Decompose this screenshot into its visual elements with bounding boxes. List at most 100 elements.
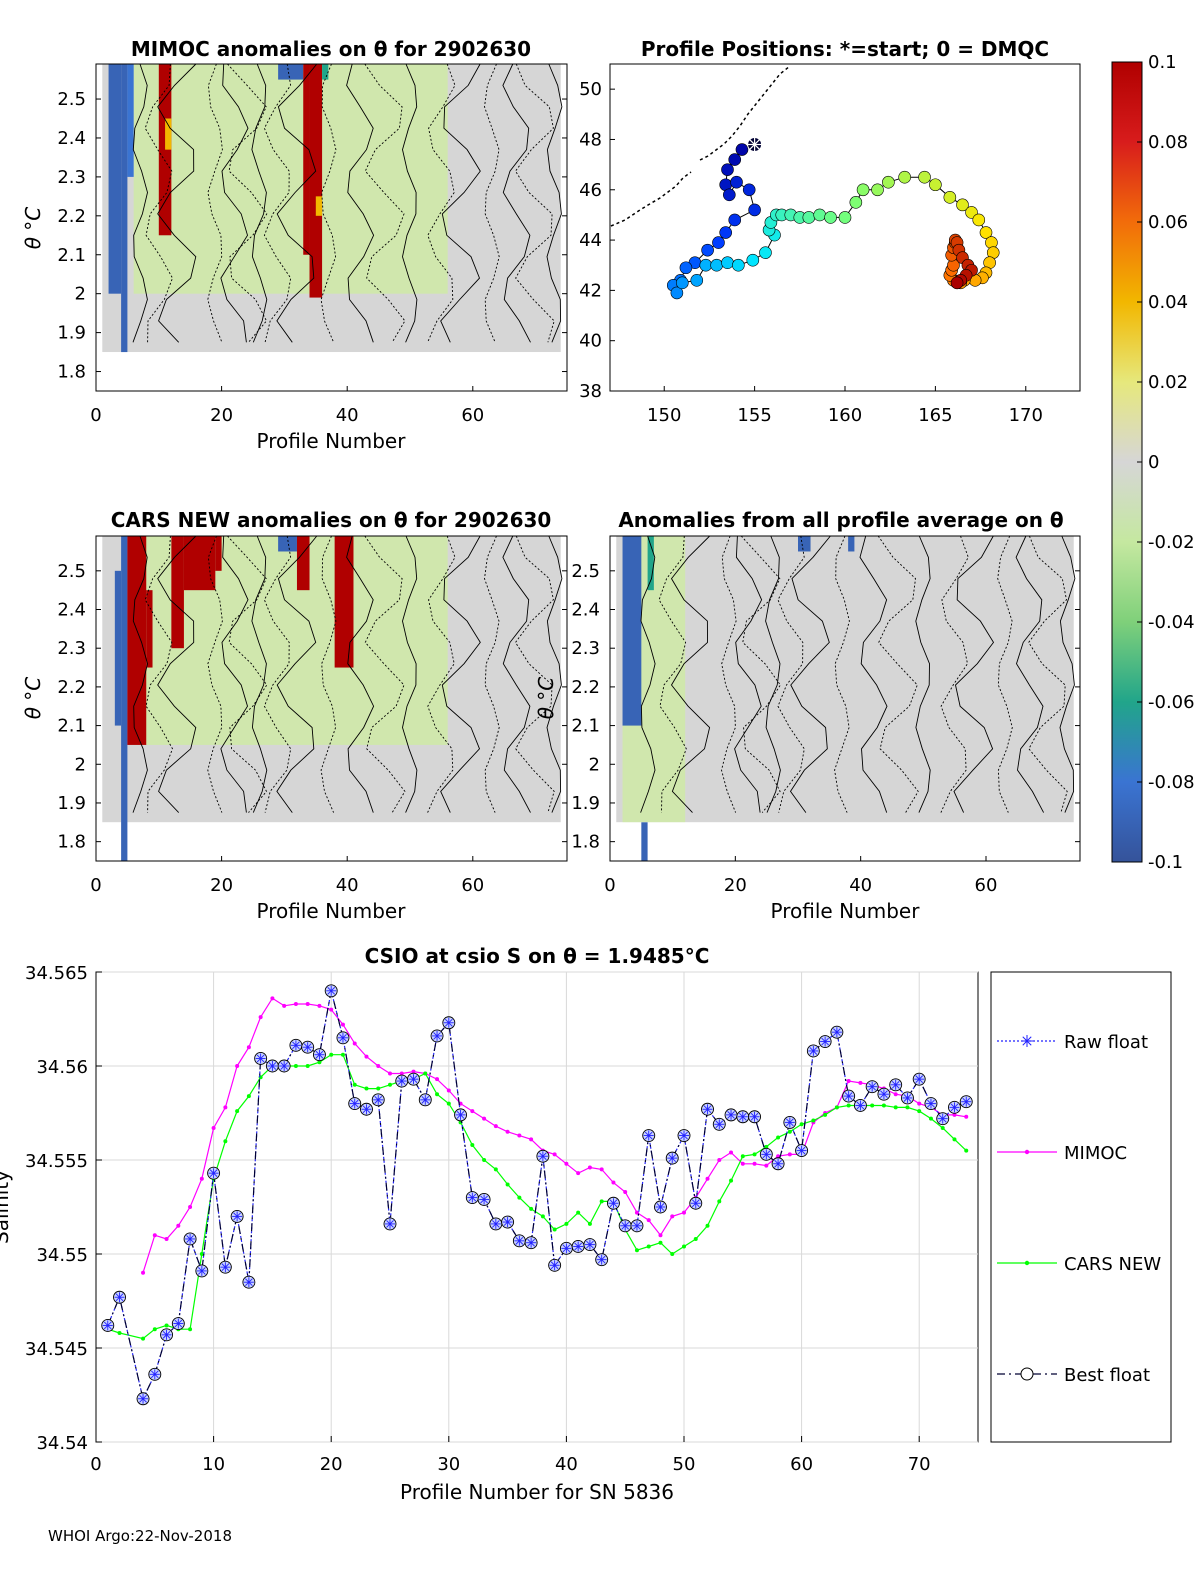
- x-tick-label: 150: [647, 405, 681, 426]
- raw-float-point: [727, 1111, 735, 1119]
- raw-float-point: [409, 1075, 418, 1084]
- anomaly-cell: [108, 64, 122, 294]
- series-point-mimoc: [176, 1223, 181, 1228]
- anomaly-contour: [721, 535, 737, 813]
- raw-float-point: [785, 1118, 794, 1127]
- raw-float-point: [762, 1150, 771, 1159]
- series-point-cars-new: [317, 1060, 322, 1065]
- anomaly-contour: [402, 535, 418, 813]
- series-point-cars-new: [682, 1244, 686, 1249]
- raw-float-point: [915, 1075, 924, 1084]
- anomaly-contour: [207, 535, 223, 813]
- series-point-mimoc: [482, 1116, 487, 1121]
- x-tick-label: 60: [461, 875, 484, 896]
- anomaly-cell: [165, 118, 172, 150]
- y-tick-label: 2: [75, 284, 86, 305]
- anomaly-contour: [440, 535, 481, 813]
- anomaly-contour: [502, 535, 531, 813]
- series-point-mimoc: [293, 1001, 298, 1006]
- series-point-mimoc: [223, 1105, 228, 1110]
- raw-float-point: [891, 1080, 900, 1089]
- legend-label: Best float: [1064, 1365, 1150, 1386]
- series-point-cars-new: [787, 1129, 792, 1134]
- raw-float-point: [350, 1099, 359, 1108]
- series-point-cars-new: [776, 1135, 781, 1140]
- y-tick-label: 2.2: [571, 677, 600, 698]
- series-point-mimoc: [787, 1152, 792, 1157]
- anomaly-contour: [484, 63, 500, 343]
- anomaly-contour: [427, 63, 456, 343]
- series-point-cars-new: [564, 1221, 569, 1226]
- series-point-mimoc: [964, 1114, 969, 1119]
- anomaly-contour: [157, 63, 197, 343]
- raw-float-point: [103, 1321, 112, 1330]
- series-point-mimoc: [623, 1189, 628, 1194]
- colorbar-tick-label: 0.08: [1148, 132, 1188, 153]
- series-point-mimoc: [399, 1071, 404, 1076]
- profile-position-point: [728, 213, 742, 227]
- anomaly-contour: [263, 63, 292, 343]
- series-point-cars-new: [141, 1336, 146, 1341]
- anomaly-contour: [997, 535, 1013, 813]
- missing-data-region: [96, 822, 567, 861]
- y-tick-label: 1.9: [57, 323, 86, 344]
- anomaly-contour: [227, 63, 268, 343]
- salinity-panel-title: CSIO at csio S on θ = 1.9485°C: [365, 944, 710, 968]
- profile-position-point: [746, 253, 760, 267]
- float-track: [666, 136, 1000, 300]
- series-point-cars-new: [482, 1158, 487, 1162]
- series-point-cars-new: [305, 1064, 310, 1068]
- raw-float-point: [433, 1032, 441, 1040]
- profile-position-point: [712, 236, 725, 249]
- x-tick-label: 20: [210, 405, 233, 426]
- anomaly-contour: [251, 535, 268, 813]
- x-tick-label: 20: [320, 1454, 343, 1475]
- series-point-cars-new: [928, 1116, 933, 1121]
- profile-position-point: [732, 258, 745, 272]
- cars-x-label: Profile Number: [257, 899, 407, 923]
- anomaly-cell: [622, 536, 642, 726]
- raw-float-point: [386, 1220, 394, 1228]
- profile-position-point: [849, 196, 863, 209]
- anomaly-contour: [402, 63, 418, 343]
- y-tick-label: 42: [579, 280, 602, 301]
- profile-position-point: [972, 213, 986, 227]
- salinity-x-label: Profile Number for SN 5836: [400, 1480, 674, 1504]
- anomaly-cell: [309, 64, 323, 298]
- series-point-cars-new: [693, 1236, 698, 1241]
- salinity-series: [101, 984, 973, 1406]
- series-point-cars-new: [881, 1103, 886, 1108]
- raw-float-point: [374, 1095, 383, 1104]
- colorbar-tick-label: 0.06: [1148, 212, 1188, 233]
- colorbar-tick-label: 0.1: [1148, 52, 1177, 73]
- series-point-cars-new: [164, 1323, 169, 1328]
- series-point-mimoc: [317, 1003, 322, 1008]
- series-point-cars-new: [446, 1101, 451, 1106]
- series-point-cars-new: [729, 1178, 734, 1183]
- anomaly-contour: [276, 535, 318, 813]
- cars-anomaly-panel: CARS NEW anomalies on θ for 2902630 0 20 4…: [21, 508, 568, 923]
- salinity-panel: CSIO at csio S on θ = 1.9485°C 0 10 20 30 40…: [0, 944, 1172, 1504]
- average-heatmap: [610, 535, 1080, 861]
- anomaly-cell: [215, 536, 222, 571]
- profile-position-point: [748, 203, 761, 217]
- profile-position-point: [721, 163, 734, 176]
- raw-float-point: [750, 1112, 759, 1121]
- raw-float-point: [221, 1263, 230, 1272]
- series-point-mimoc: [388, 1071, 392, 1076]
- anomaly-contour: [144, 535, 173, 813]
- anomaly-contour: [346, 63, 375, 343]
- y-tick-label: 2.2: [57, 677, 86, 698]
- anomaly-green-region: [133, 64, 448, 294]
- anomaly-contour: [346, 535, 375, 813]
- y-tick-label: 2.1: [57, 245, 86, 266]
- series-point-cars-new: [493, 1167, 498, 1172]
- anomaly-contour: [834, 535, 850, 813]
- raw-float-point: [292, 1041, 300, 1050]
- profile-positions-panel: Profile Positions: *=start; 0 = DMQC 150…: [579, 37, 1081, 426]
- series-point-cars-new: [905, 1105, 910, 1110]
- raw-float-point: [880, 1090, 888, 1099]
- series-point-cars-new: [552, 1227, 557, 1232]
- y-tick-label: 2.1: [571, 716, 600, 737]
- cars-y-ticks: 1.8 1.9 2 2.1 2.2 2.3 2.4 2.5: [57, 561, 567, 853]
